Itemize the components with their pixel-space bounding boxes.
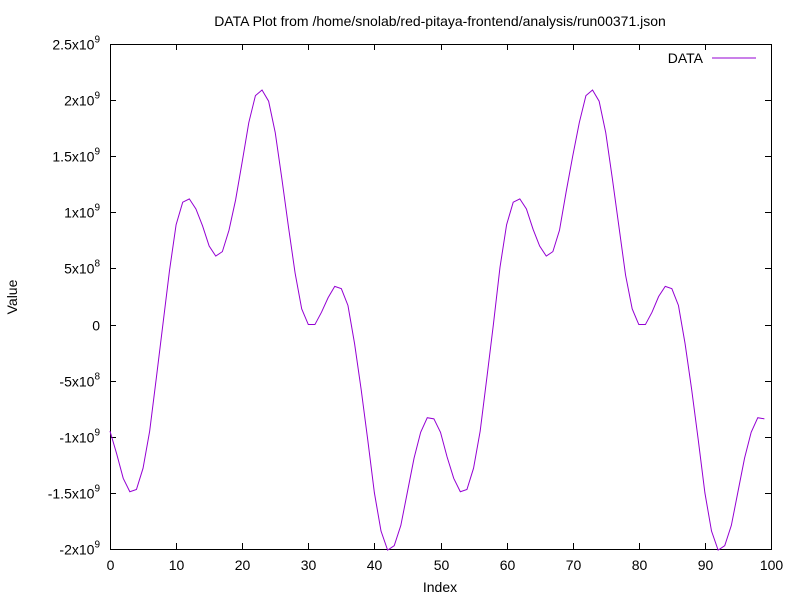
y-tick-x10: x10 bbox=[72, 374, 95, 390]
y-tick-x10: x10 bbox=[72, 542, 95, 558]
y-tick-label: -2x109 bbox=[59, 540, 100, 558]
y-tick-exponent: 9 bbox=[94, 91, 100, 102]
legend-label: DATA bbox=[668, 50, 704, 66]
y-tick-x10: x10 bbox=[72, 430, 95, 446]
y-tick-x10: x10 bbox=[72, 93, 95, 109]
y-tick-exponent: 9 bbox=[94, 428, 100, 439]
y-tick-exponent: 9 bbox=[94, 147, 100, 158]
plot-frame bbox=[110, 44, 772, 550]
y-tick-label: -5x108 bbox=[59, 372, 100, 390]
x-tick-label: 30 bbox=[301, 557, 317, 573]
x-tick-label: 0 bbox=[107, 557, 115, 573]
x-tick-label: 90 bbox=[698, 557, 714, 573]
y-tick-mantissa: -5 bbox=[59, 374, 72, 390]
x-tick-label: 10 bbox=[169, 557, 185, 573]
y-tick-exponent: 8 bbox=[94, 259, 100, 270]
y-tick-mantissa: -1 bbox=[59, 430, 72, 446]
y-tick-label: 1.5x109 bbox=[52, 147, 100, 165]
y-tick-label: 0 bbox=[92, 318, 100, 334]
y-axis-label: Value bbox=[4, 279, 20, 314]
x-tick-label: 60 bbox=[500, 557, 516, 573]
y-tick-x10: x10 bbox=[72, 149, 95, 165]
y-tick-mantissa: 5 bbox=[64, 261, 72, 277]
y-axis-ticks: 2.5x1092x1091.5x1091x1095x1080-5x108-1x1… bbox=[48, 35, 771, 558]
y-tick-mantissa: -1.5 bbox=[48, 486, 72, 502]
y-tick-label: 1x109 bbox=[64, 203, 100, 221]
y-tick-mantissa: 0 bbox=[92, 318, 100, 334]
x-axis-label: Index bbox=[423, 579, 457, 595]
y-tick-x10: x10 bbox=[72, 486, 95, 502]
x-tick-label: 100 bbox=[760, 557, 784, 573]
y-tick-x10: x10 bbox=[72, 261, 95, 277]
series-line-data bbox=[109, 89, 765, 551]
y-tick-exponent: 9 bbox=[94, 203, 100, 214]
y-tick-x10: x10 bbox=[72, 37, 95, 53]
y-tick-label: 5x108 bbox=[64, 259, 100, 277]
y-tick-label: -1.5x109 bbox=[48, 484, 101, 502]
y-tick-mantissa: 1.5 bbox=[52, 149, 72, 165]
y-tick-label: -1x109 bbox=[59, 428, 100, 446]
legend: DATA bbox=[668, 50, 756, 66]
x-axis-ticks: 0 10 20 30 40 50 60 70 80 90 100 bbox=[107, 44, 784, 573]
y-tick-mantissa: 1 bbox=[64, 205, 72, 221]
y-tick-mantissa: 2.5 bbox=[52, 37, 72, 53]
y-tick-exponent: 9 bbox=[94, 35, 100, 46]
y-tick-label: 2x109 bbox=[64, 91, 100, 109]
y-tick-mantissa: 2 bbox=[64, 93, 72, 109]
y-tick-exponent: 9 bbox=[94, 540, 100, 551]
series-layer bbox=[109, 89, 765, 551]
x-tick-label: 50 bbox=[434, 557, 450, 573]
y-tick-exponent: 9 bbox=[94, 484, 100, 495]
x-tick-label: 70 bbox=[566, 557, 582, 573]
x-tick-label: 80 bbox=[632, 557, 648, 573]
y-tick-mantissa: -2 bbox=[59, 542, 72, 558]
y-tick-x10: x10 bbox=[72, 205, 95, 221]
y-tick-exponent: 8 bbox=[94, 372, 100, 383]
y-tick-label: 2.5x109 bbox=[52, 35, 100, 53]
x-tick-label: 20 bbox=[235, 557, 251, 573]
chart-title: DATA Plot from /home/snolab/red-pitaya-f… bbox=[214, 13, 666, 29]
x-tick-label: 40 bbox=[367, 557, 383, 573]
